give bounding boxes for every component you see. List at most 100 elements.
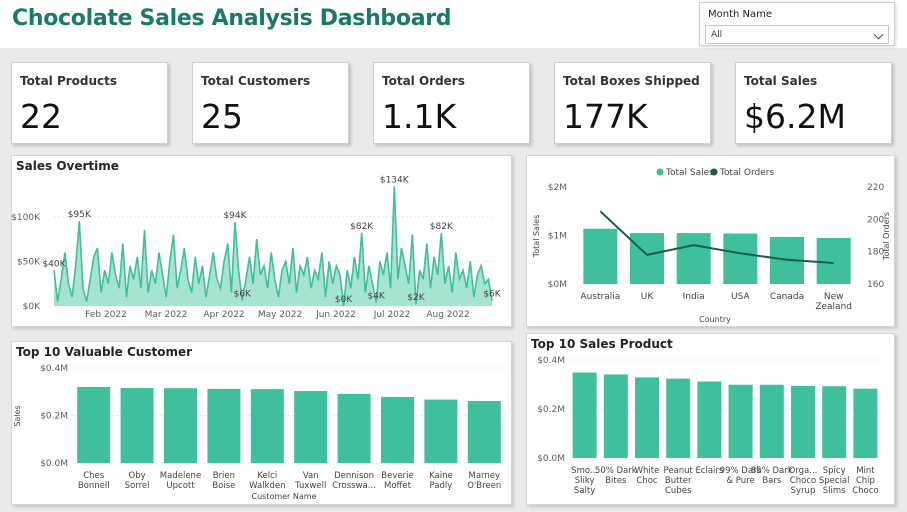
data-label: $134K <box>380 175 410 185</box>
x-tick-label: Jun 2022 <box>315 310 356 320</box>
x-tick-label: Mint <box>856 466 875 476</box>
x-tick-label: Spicy <box>823 466 846 476</box>
x-tick-label: Ches <box>83 471 105 481</box>
x-tick-label: USA <box>731 292 750 302</box>
bar <box>853 388 878 458</box>
bar <box>603 374 628 458</box>
orders-line <box>599 210 834 264</box>
page-title: Chocolate Sales Analysis Dashboard <box>12 6 452 31</box>
x-tick-label: Sorrel <box>125 481 150 491</box>
y-axis-title: Sales <box>13 405 22 426</box>
bar <box>120 387 154 463</box>
x-tick-label: & Pure <box>726 476 754 486</box>
bar <box>424 399 458 463</box>
bar <box>666 378 691 458</box>
x-tick-label: Slims <box>823 486 846 496</box>
bar <box>250 389 284 463</box>
x-tick-label: Upcott <box>166 481 195 491</box>
slicer-label: Month Name <box>708 9 773 20</box>
x-tick-label: Boise <box>212 481 235 491</box>
y-tick-label: $0M <box>548 280 567 290</box>
bar <box>77 387 111 463</box>
x-tick-label: Feb 2022 <box>85 310 127 320</box>
month-name-slicer[interactable]: Month Name All <box>699 2 895 46</box>
x-tick-label: Special <box>819 476 850 486</box>
data-label: $95K <box>68 210 92 220</box>
y-tick-label: $2M <box>548 183 567 193</box>
country-sales-panel[interactable]: Total Sales Total Orders $0M $1M $2M 160 180 20… <box>526 155 895 327</box>
bar <box>728 384 753 458</box>
month-dropdown[interactable]: All <box>705 25 889 44</box>
y-tick-label: $0.4M <box>537 356 565 366</box>
x-tick-label: O'Breen <box>467 481 501 491</box>
y-tick-label: $50K <box>17 257 41 267</box>
x-tick-label: Beverie <box>381 471 413 481</box>
bar-uk <box>630 233 664 284</box>
x-tick-label: UK <box>641 292 655 302</box>
legend-marker <box>656 168 664 176</box>
panel-title: Top 10 Valuable Customer <box>16 345 193 359</box>
kpi-label: Total Customers <box>201 74 311 88</box>
x-tick-label: Choco <box>790 476 816 486</box>
legend-label: Total Orders <box>719 168 774 178</box>
data-label: $0K <box>335 295 353 305</box>
bar-australia <box>583 228 618 284</box>
sales-line <box>53 186 493 307</box>
x-tick-label: Crosswa... <box>332 481 376 491</box>
kpi-value: $6.2M <box>744 97 846 136</box>
x-tick-label: Butter <box>665 476 692 486</box>
bar <box>697 381 722 458</box>
kpi-total-orders: Total Orders 1.1K <box>373 62 530 144</box>
sales-overtime-panel[interactable]: Sales Overtime $0K $50K $100K Feb 2022 Mar 2… <box>11 155 512 327</box>
x-tick-label: Tuxwell <box>294 481 326 491</box>
x-tick-label: Brien <box>213 471 235 481</box>
data-label: $4K <box>367 291 385 301</box>
kpi-label: Total Orders <box>382 74 465 88</box>
kpi-label: Total Boxes Shipped <box>563 74 700 88</box>
x-tick-label: Moffet <box>384 481 412 491</box>
bar <box>759 384 784 458</box>
bar <box>572 372 597 458</box>
panel-title: Top 10 Sales Product <box>531 337 673 351</box>
x-tick-label: Madelene <box>160 471 201 481</box>
bar <box>381 396 414 463</box>
top-customers-panel[interactable]: Top 10 Valuable Customer $0.0M $0.2M $0.4M… <box>11 341 512 505</box>
bar <box>164 388 197 463</box>
bar <box>467 401 501 463</box>
slicer-selected-value: All <box>711 30 723 40</box>
x-tick-label: Eclairs <box>695 466 723 476</box>
x-tick-label: Smo... <box>571 466 598 476</box>
y2-tick-label: 160 <box>867 280 884 290</box>
kpi-total-sales: Total Sales $6.2M <box>735 62 892 144</box>
x-tick-label: Kelci <box>257 471 277 481</box>
x-tick-label: 50% Dark <box>595 466 637 476</box>
sales-overtime-chart[interactable]: $0K $50K $100K Feb 2022 Mar 2022 Apr 2022 May … <box>12 156 513 328</box>
x-tick-label: Australia <box>580 292 620 302</box>
top-products-panel[interactable]: Top 10 Sales Product $0.0M $0.2M $0.4M Smo.… <box>526 333 895 505</box>
y-tick-label: $0.0M <box>40 459 68 469</box>
x-axis-title: Customer Name <box>251 492 316 501</box>
bar <box>337 393 371 463</box>
data-label: $2K <box>407 293 425 303</box>
y2-tick-label: 220 <box>867 183 884 193</box>
panel-title: Sales Overtime <box>16 159 119 173</box>
y-tick-label: $0.2M <box>537 405 565 415</box>
sales-by-country-chart[interactable]: Total Sales Total Orders $0M $1M $2M 160 180 20… <box>527 156 896 328</box>
y-tick-label: $1M <box>548 232 567 242</box>
data-label: $82K <box>350 222 374 232</box>
bar-new-zealand <box>816 237 851 284</box>
kpi-total-customers: Total Customers 25 <box>192 62 349 144</box>
chevron-down-icon[interactable] <box>873 29 884 40</box>
legend-marker <box>710 168 718 176</box>
kpi-total-products: Total Products 22 <box>11 62 168 144</box>
kpi-label: Total Sales <box>744 74 818 88</box>
x-tick-label: Sliky <box>575 476 595 486</box>
x-tick-label: Zealand <box>815 302 852 312</box>
y2-tick-label: 200 <box>867 215 884 225</box>
x-tick-label: Mar 2022 <box>145 310 188 320</box>
kpi-value: 25 <box>201 97 243 136</box>
x-tick-label: Choc <box>636 476 658 486</box>
data-label: $94K <box>223 211 247 221</box>
